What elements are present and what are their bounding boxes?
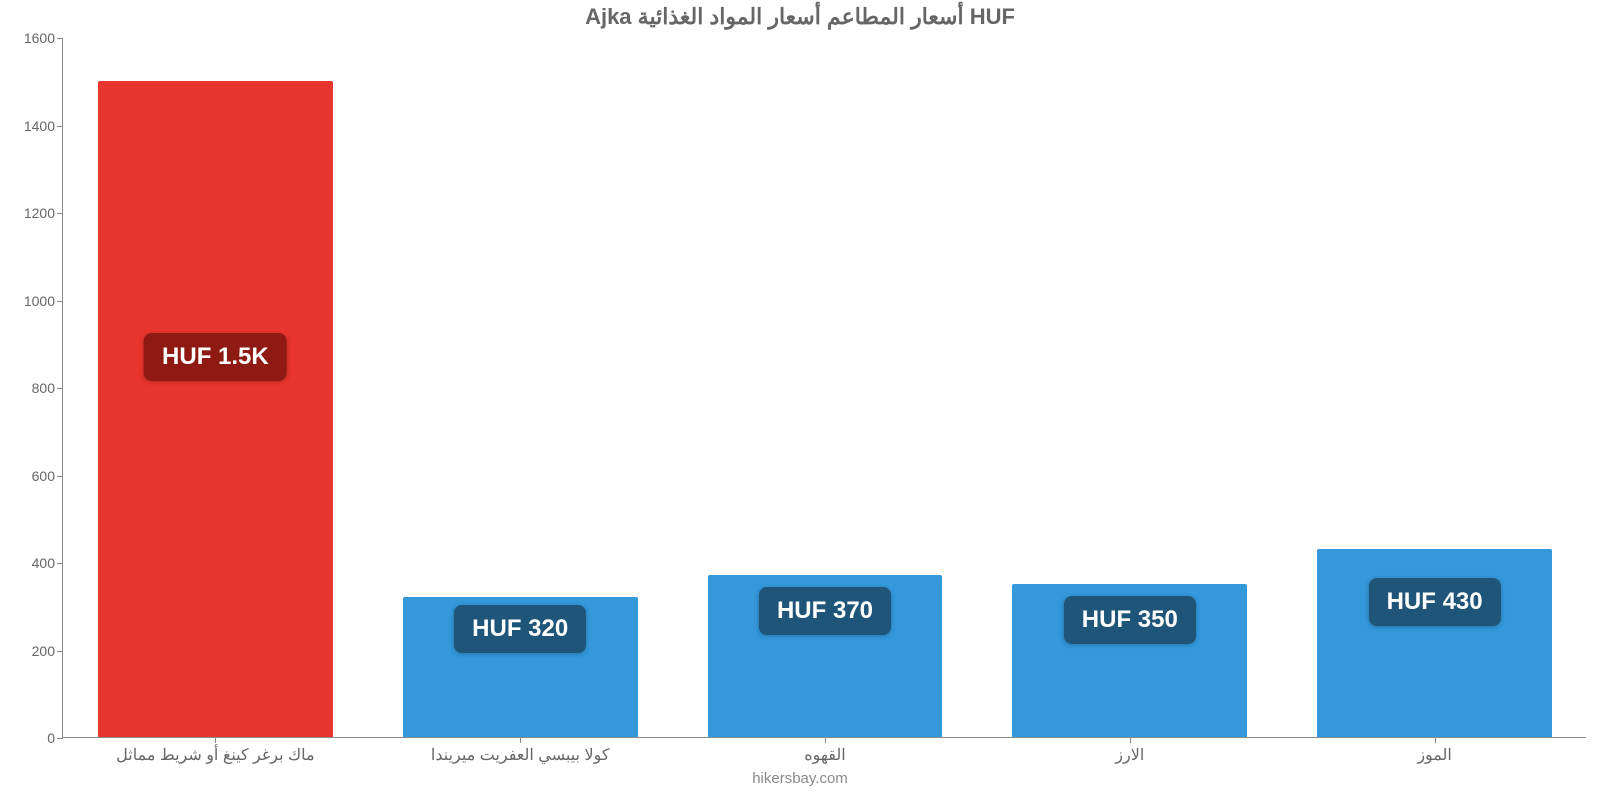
bar-value-label: HUF 350 xyxy=(1064,596,1196,644)
xtick-label: كولا بيبسي العفريت ميريندا xyxy=(431,737,610,765)
xtick-label: الموز xyxy=(1417,737,1452,765)
bar xyxy=(1317,549,1552,737)
price-chart: Ajka أسعار المطاعم أسعار المواد الغذائية… xyxy=(0,0,1600,800)
bar-value-label: HUF 320 xyxy=(454,605,586,653)
bar-value-label: HUF 1.5K xyxy=(144,333,287,381)
bar-value-label: HUF 370 xyxy=(759,587,891,635)
ytick-label: 600 xyxy=(32,468,63,484)
ytick-label: 1400 xyxy=(24,118,63,134)
xtick-label: القهوه xyxy=(804,737,845,765)
bar-value-label: HUF 430 xyxy=(1369,578,1501,626)
xtick-label: الارز xyxy=(1115,737,1144,765)
ytick-label: 1000 xyxy=(24,293,63,309)
source-attribution: hikersbay.com xyxy=(0,770,1600,787)
ytick-label: 0 xyxy=(47,730,63,746)
ytick-label: 1200 xyxy=(24,205,63,221)
ytick-label: 800 xyxy=(32,380,63,396)
ytick-label: 1600 xyxy=(24,30,63,46)
ytick-label: 400 xyxy=(32,555,63,571)
bar xyxy=(98,81,333,737)
ytick-label: 200 xyxy=(32,643,63,659)
chart-title: Ajka أسعار المطاعم أسعار المواد الغذائية… xyxy=(0,0,1600,30)
xtick-label: ماك برغر كينغ أو شريط مماثل xyxy=(116,737,314,765)
plot-area: 02004006008001000120014001600HUF 1.5Kماك… xyxy=(62,38,1586,738)
